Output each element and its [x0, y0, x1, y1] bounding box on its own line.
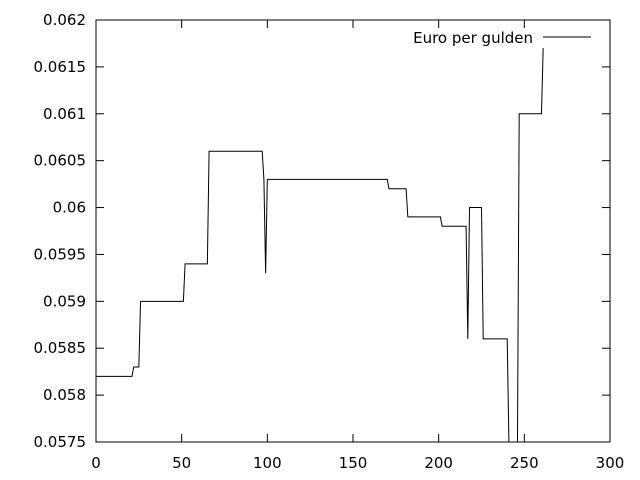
legend: Euro per gulden — [413, 29, 591, 47]
x-tick-label: 50 — [172, 454, 191, 472]
y-tick-label: 0.061 — [43, 105, 86, 123]
y-tick-label: 0.0595 — [34, 245, 87, 263]
y-tick-label: 0.059 — [43, 292, 86, 310]
y-tick-label: 0.062 — [43, 11, 86, 29]
y-tick-label: 0.058 — [43, 386, 86, 404]
y-tick-label: 0.0605 — [34, 152, 87, 170]
x-tick-label: 250 — [510, 454, 539, 472]
y-tick-label: 0.0575 — [34, 433, 87, 451]
series-line — [96, 48, 544, 443]
series-layer — [96, 48, 544, 443]
x-tick-label: 100 — [253, 454, 282, 472]
y-tick-label: 0.06 — [53, 199, 86, 217]
y-tick-label: 0.0585 — [34, 339, 87, 357]
plot-frame — [95, 19, 611, 443]
legend-label: Euro per gulden — [413, 29, 533, 47]
x-tick-label: 200 — [424, 454, 453, 472]
x-tick-label: 300 — [596, 454, 625, 472]
x-tick-label: 0 — [91, 454, 101, 472]
axis-ticks: 0 50 100 150 200 250 300 0.0575 0.058 0.0585 0.059… — [34, 11, 625, 472]
y-tick-label: 0.0615 — [34, 58, 87, 76]
x-tick-label: 150 — [339, 454, 368, 472]
